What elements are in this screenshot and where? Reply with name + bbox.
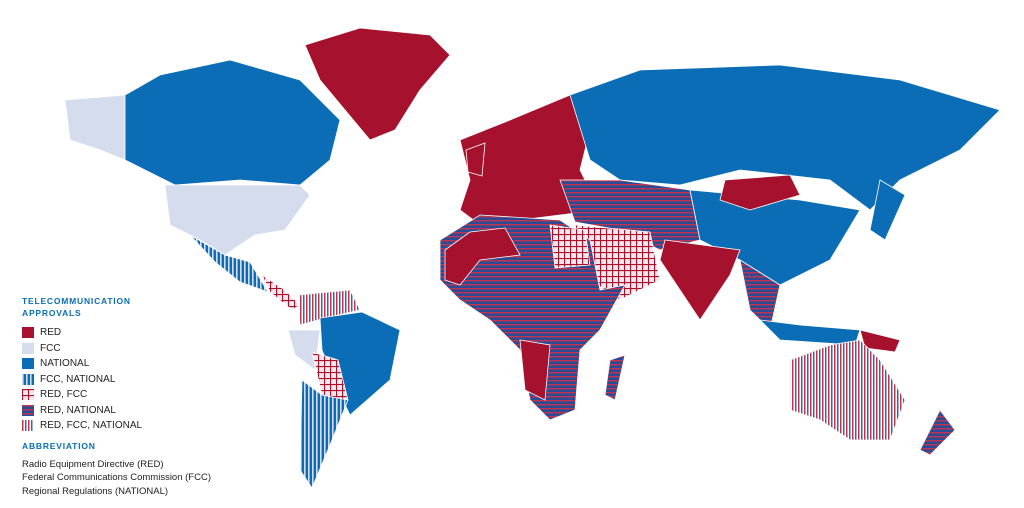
legend-label: NATIONAL: [40, 358, 90, 370]
mongolia: [719, 174, 801, 211]
legend-label: FCC, NATIONAL: [40, 373, 116, 385]
swatch-fill: [22, 358, 34, 370]
legend-item: RED, FCC: [22, 387, 262, 403]
uk: [465, 142, 486, 177]
australia: [789, 339, 906, 441]
usa: [164, 184, 311, 256]
legend-swatch: [22, 389, 34, 401]
greenland: [304, 27, 451, 141]
egypt: [549, 224, 591, 269]
legend-label: RED, FCC: [40, 389, 88, 401]
legend-label: RED, FCC, NATIONAL: [40, 420, 143, 432]
abbreviation-lines: Radio Equipment Directive (RED) Federal C…: [22, 458, 262, 499]
namibia-angola: [519, 339, 551, 401]
legend-label: FCC: [40, 342, 61, 354]
legend: TELECOMMUNICATION APPROVALS RED FCC NATION…: [22, 295, 262, 498]
canada: [124, 59, 341, 186]
swatch-fill: [22, 420, 34, 432]
legend-item: NATIONAL: [22, 356, 262, 372]
papua-new-guinea: [859, 329, 901, 353]
legend-swatch: [22, 342, 34, 354]
alaska: [64, 94, 126, 161]
swatch-fill: [22, 389, 34, 401]
india: [659, 239, 741, 321]
peru: [287, 329, 321, 371]
swatch-fill: [22, 342, 34, 354]
argentina-chile: [299, 379, 349, 489]
legend-item: RED, NATIONAL: [22, 403, 262, 419]
abbreviation-title: ABBREVIATION: [22, 440, 96, 451]
swatch-fill: [22, 373, 34, 385]
north-africa: [444, 227, 521, 286]
abbreviation-line: Regional Regulations (NATIONAL): [22, 485, 169, 497]
legend-swatch: [22, 404, 34, 416]
central-america: [261, 273, 301, 311]
legend-items: RED FCC NATIONAL FCC, NATIONAL RED, FCC RED, …: [22, 325, 262, 434]
legend-item: FCC: [22, 341, 262, 357]
legend-swatch: [22, 358, 34, 370]
new-zealand: [919, 409, 956, 456]
indonesia: [758, 319, 861, 346]
legend-item: FCC, NATIONAL: [22, 372, 262, 388]
south-america-north: [297, 289, 361, 326]
legend-label: RED: [40, 327, 62, 339]
legend-title: TELECOMMUNICATION APPROVALS: [22, 296, 131, 318]
legend-item: RED, FCC, NATIONAL: [22, 418, 262, 434]
legend-item: RED: [22, 325, 262, 341]
china: [689, 189, 861, 286]
madagascar: [604, 354, 626, 401]
legend-swatch: [22, 373, 34, 385]
abbreviation-line: Radio Equipment Directive (RED): [22, 458, 164, 470]
mexico: [189, 234, 269, 293]
japan: [869, 179, 906, 241]
legend-swatch: [22, 420, 34, 432]
swatch-fill: [22, 404, 34, 416]
legend-swatch: [22, 327, 34, 339]
swatch-fill: [22, 327, 34, 339]
abbreviation-line: Federal Communications Commission (FCC): [22, 472, 211, 483]
legend-label: RED, NATIONAL: [40, 404, 116, 416]
